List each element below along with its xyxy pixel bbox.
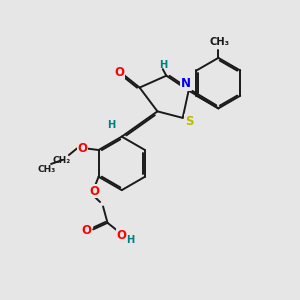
Text: N: N: [181, 77, 191, 90]
Text: CH₃: CH₃: [210, 38, 230, 47]
Text: O: O: [77, 142, 87, 155]
Text: S: S: [185, 115, 194, 128]
Text: CH₂: CH₂: [52, 156, 70, 165]
Text: O: O: [89, 184, 99, 197]
Text: H: H: [127, 235, 135, 245]
Text: O: O: [114, 66, 124, 79]
Text: O: O: [82, 224, 92, 237]
Text: H: H: [159, 60, 167, 70]
Text: O: O: [117, 229, 127, 242]
Text: H: H: [107, 121, 116, 130]
Text: CH₃: CH₃: [38, 165, 56, 174]
